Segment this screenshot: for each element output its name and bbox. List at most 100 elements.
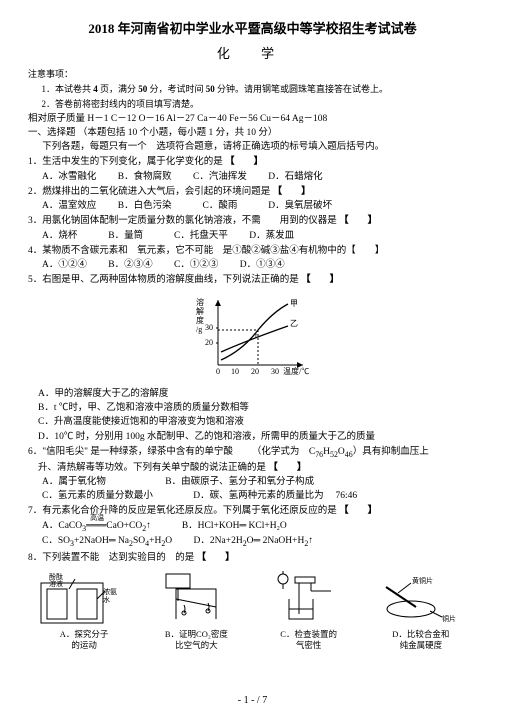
q5-d: D．10℃ 时，分别用 100g 水配制甲、乙的饱和溶液，所需甲的质量大于乙的质… [38, 430, 477, 444]
q7-c: C．SO3+2NaOH═ Na2SO4+H2O [42, 536, 172, 546]
subject: 化 学 [28, 43, 477, 62]
q7-options: A．CaCO3高温═══CaO+CO2↑ B．HCl+KOH═ KCl+H₂O … [42, 519, 477, 551]
year: 2018 [88, 21, 114, 36]
q6-b: B．由碳原子、氢分子和氧分子构成 [165, 477, 314, 487]
cap-c: C．检查装置的 气密性 [253, 629, 365, 649]
q1-b: B．食物腐败 [118, 172, 172, 182]
q6-stem2: 升、清热解毒等功效。下列有关单宁酸的说法正确的是 【 】 [38, 461, 477, 475]
n1f: 50 [206, 84, 215, 94]
ytick-30: 30 [205, 323, 213, 332]
exam-title: 2018 年河南省初中学业水平暨高级中等学校招生考试试卷 [28, 18, 477, 37]
q6-options: A．属于氧化物 B．由碳原子、氢分子和氧分子构成 C．氢元素的质量分数最小 D．… [42, 475, 477, 504]
fig-c: C．检查装置的 气密性 [253, 569, 365, 649]
q6-stem-a: 6．"信阳毛尖" 是一种绿茶，绿茶中含有的单宁酸 （化学式为 C [28, 447, 315, 457]
q2-c: C．酸雨 [203, 201, 238, 211]
ytick-20: 20 [205, 338, 213, 347]
q6-c: C．氢元素的质量分数最小 [42, 491, 153, 501]
q7-a: A．CaCO3高温═══CaO+CO2↑ [42, 521, 151, 531]
q8-stem: 8．下列装置不能 达到实验目的 的是 [28, 553, 194, 563]
fig-b: B．证明CO₂密度 比空气的大 [140, 569, 252, 649]
q6s2: 升、清热解毒等功效。下列有关单宁酸的说法正确的是 [38, 463, 266, 473]
q3-options: A．烧杯 B．量筒 C．托盘天平 D．蒸发皿 [42, 229, 477, 243]
question-4: 4．某物质不含碳元素和 氧元素，它不可能 是①酸②碱③盐④有机物中的【 】 A．… [28, 244, 477, 273]
svg-text:铜片: 铜片 [442, 614, 456, 623]
q4-c: C．①②③ [174, 260, 218, 270]
blank-bracket: 【 】 [273, 187, 311, 197]
question-5: 5．右图是甲、乙两种固体物质的溶解度曲线，下列说法正确的是 【 】 溶 解 度 … [28, 273, 477, 444]
svg-text:0: 0 [216, 367, 220, 376]
q3-b: B．量筒 [108, 231, 143, 241]
n1c: 页，满分 [98, 84, 139, 94]
blank-bracket: 【 】 [301, 275, 339, 285]
sub76: 76 [315, 450, 323, 459]
q5-options: A．甲的溶解度大于乙的溶解度 B．t ℃时，甲、乙饱和溶液中溶质的质量分数相等 … [38, 387, 477, 444]
q1-stem: 1．生活中发生的下列变化，属于化学变化的是 [28, 157, 223, 167]
q2-stem: 2．燃煤排出的二氧化硫进入大气后，会引起的环境问题是 [28, 187, 270, 197]
atomic-masses: 相对原子质量 H－1 C－12 O－16 Al－27 Ca－40 Fe－56 C… [28, 113, 477, 127]
page-number: - 1 - / 7 [0, 695, 505, 706]
svg-text:温度/℃: 温度/℃ [283, 366, 309, 376]
q7-stem: 7．有元素化合价升降的反应是氧化还原反应。下列属于氧化还原反应的是 [28, 506, 337, 516]
q6d: ）具有抑制血压上 [353, 447, 429, 457]
q2-a: A．温室效应 [42, 201, 96, 211]
question-8: 8．下列装置不能 达到实验目的 的是 【 】 酚酞 溶液 浓氨 水 A．探究分子… [28, 551, 477, 650]
section-1: 一、选择题 （本题包括 10 个小题，每小题 1 分，共 10 分） [28, 127, 477, 141]
q5-c: C．升高温度能使接近饱和的甲溶液变为饱和溶液 [38, 415, 477, 429]
question-2: 2．燃煤排出的二氧化硫进入大气后，会引起的环境问题是 【 】 A．温室效应 B．… [28, 185, 477, 214]
svg-text:解: 解 [196, 306, 204, 316]
notice-1: 1．本试卷共 4 页，满分 50 分，考试时间 50 分钟。请用钢笔或圆珠笔直接… [28, 83, 477, 96]
ylabel-1: 溶 [196, 297, 204, 307]
q7-b: B．HCl+KOH═ KCl+H₂O [182, 521, 287, 531]
q3-c: C．托盘天平 [174, 231, 228, 241]
q4-a: A．①②④ [42, 260, 87, 270]
blank-bracket: 【 】 [197, 553, 235, 563]
q8-figures: 酚酞 溶液 浓氨 水 A．探究分子 的运动 B．证明CO₂密度 [28, 569, 477, 649]
q4-stem: 4．某物质不含碳元素和 氧元素，它不可能 是①酸②碱③盐④有机物中的【 】 [28, 246, 384, 256]
fig-a: 酚酞 溶液 浓氨 水 A．探究分子 的运动 [28, 569, 140, 649]
blank-bracket: 【 】 [268, 463, 306, 473]
blank-bracket: 【 】 [225, 157, 263, 167]
svg-text:10: 10 [231, 367, 239, 376]
q6-d: D．碳、氢两种元素的质量比为 76:46 [193, 491, 357, 501]
svg-text:20: 20 [251, 367, 259, 376]
blank-bracket: 【 】 [339, 506, 377, 516]
question-6: 6．"信阳毛尖" 是一种绿茶，绿茶中含有的单宁酸 （化学式为 C76H52O46… [28, 445, 477, 504]
blank-bracket: 【 】 [339, 216, 377, 226]
q6h: H [323, 447, 330, 457]
cap-d: D．比较合金和 纯金属硬度 [365, 629, 477, 649]
q6-a: A．属于氧化物 [42, 477, 106, 487]
q4-d: D．①③④ [240, 260, 285, 270]
fig-d: 黄铜片 铜片 D．比较合金和 纯金属硬度 [365, 569, 477, 649]
notice-2: 2．答卷前将密封线内的项目填写清楚。 [28, 98, 477, 111]
svg-text:黄铜片: 黄铜片 [412, 576, 433, 585]
q1-d: D．石蜡熔化 [268, 172, 322, 182]
q5-b: B．t ℃时，甲、乙饱和溶液中溶质的质量分数相等 [38, 401, 477, 415]
section-1-note: 下列各题，每题只有一个 选项符合题意，请将正确选项的标号填入题后括号内。 [28, 141, 477, 155]
q6o: O [338, 447, 345, 457]
n1a: 1．本试卷共 [42, 84, 94, 94]
svg-text:水: 水 [103, 595, 110, 604]
svg-text:溶液: 溶液 [49, 579, 63, 588]
q3-d: D．蒸发皿 [249, 231, 294, 241]
svg-text:/g: /g [196, 325, 202, 334]
svg-text:度: 度 [196, 315, 204, 325]
q2-d: D．臭氧层破坏 [268, 201, 332, 211]
n1d: 50 [138, 84, 147, 94]
n1g: 分钟。请用钢笔或圆珠笔直接答在试卷上。 [215, 84, 388, 94]
q2-options: A．温室效应 B．白色污染 C．酸雨 D．臭氧层破坏 [42, 199, 477, 213]
q1-c: C．汽油挥发 [193, 172, 247, 182]
legend-yi: 乙 [290, 319, 298, 328]
q1-options: A．冰雪融化 B．食物腐败 C．汽油挥发 D．石蜡熔化 [42, 170, 477, 184]
q3-a: A．烧杯 [42, 231, 77, 241]
notice-label: 注意事项： [28, 68, 477, 81]
q5-stem: 5．右图是甲、乙两种固体物质的溶解度曲线，下列说法正确的是 [28, 275, 299, 285]
q4-options: A．①②④ B．②③④ C．①②③ D．①③④ [42, 258, 477, 272]
legend-jia: 甲 [290, 299, 298, 308]
question-3: 3．用氯化钠固体配制一定质量分数的氯化钠溶液，不需 用到的仪器是 【 】 A．烧… [28, 214, 477, 243]
cap-b: B．证明CO₂密度 比空气的大 [140, 629, 252, 649]
q5-a: A．甲的溶解度大于乙的溶解度 [38, 387, 477, 401]
svg-text:30: 30 [271, 367, 279, 376]
cap-a: A．探究分子 的运动 [28, 629, 140, 649]
q7-d: D．2Na+2H2O═ 2NaOH+H2↑ [194, 536, 314, 546]
q2-b: B．白色污染 [118, 201, 172, 211]
